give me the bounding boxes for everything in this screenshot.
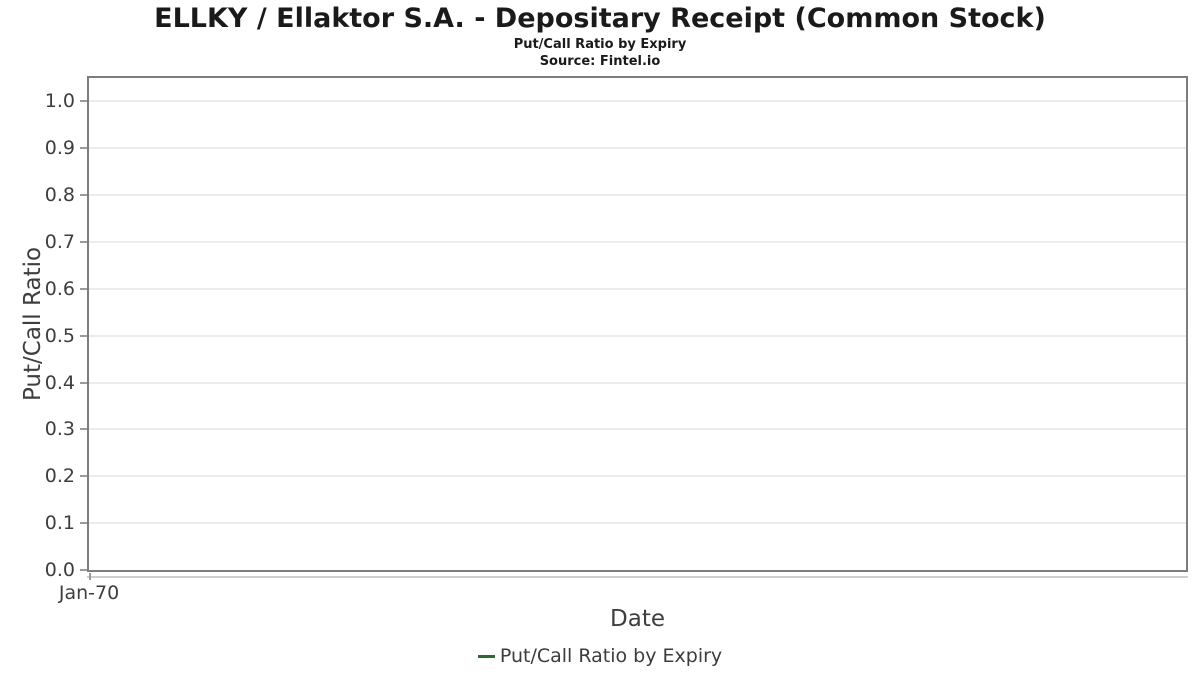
y-tick-label: 0.8: [44, 184, 75, 207]
gridline: [89, 287, 1186, 290]
y-tick-mark: [80, 334, 87, 337]
y-tick-label: 0.5: [44, 324, 75, 347]
y-tick-label: 0.6: [44, 277, 75, 300]
legend-label: Put/Call Ratio by Expiry: [499, 645, 723, 667]
plot-area: Put/Call Ratio Date 0.0 0.1 0.2 0.3 0.4 0.5 0.…: [20, 76, 1188, 632]
y-tick-mark: [80, 287, 87, 290]
y-tick-mark: [80, 194, 87, 197]
legend-line-marker: [477, 654, 495, 658]
chart-title: ELLKY / Ellaktor S.A. - Depositary Recei…: [154, 3, 1046, 34]
y-tick-label: 1.0: [44, 90, 75, 113]
y-tick-mark: [80, 100, 87, 103]
x-axis-title: Date: [610, 606, 665, 632]
gridline: [89, 241, 1186, 243]
y-tick-label: 0.4: [44, 371, 75, 394]
gridline: [89, 381, 1186, 384]
x-tick-mark: [89, 573, 91, 580]
x-axis-line: [87, 576, 1188, 578]
y-tick-mark: [80, 569, 87, 571]
y-tick-mark: [80, 428, 87, 431]
y-tick-label: 0.3: [44, 418, 75, 441]
y-tick-mark: [80, 381, 87, 384]
legend: Put/Call Ratio by Expiry: [0, 645, 1200, 667]
x-tick-label: Jan-70: [58, 582, 120, 604]
y-axis-title: Put/Call Ratio: [20, 246, 46, 402]
y-tick-label: 0.9: [44, 137, 75, 160]
y-tick-label: 0.0: [44, 559, 75, 581]
gridline: [89, 522, 1186, 525]
gridline: [89, 100, 1186, 103]
chart-source: Source: Fintel.io: [539, 54, 661, 70]
y-tick-label: 0.7: [44, 231, 75, 253]
chart-subtitle: Put/Call Ratio by Expiry: [513, 37, 687, 53]
gridline: [89, 147, 1186, 150]
gridline: [89, 194, 1186, 197]
chart-header: ELLKY / Ellaktor S.A. - Depositary Recei…: [0, 0, 1200, 69]
y-tick-mark: [80, 241, 87, 243]
y-tick-mark: [80, 147, 87, 150]
gridline: [89, 475, 1186, 478]
gridline: [89, 428, 1186, 431]
gridline: [89, 334, 1186, 337]
y-tick-mark: [80, 475, 87, 478]
y-tick-label: 0.2: [44, 465, 75, 488]
legend-item[interactable]: Put/Call Ratio by Expiry: [477, 645, 723, 667]
y-tick-mark: [80, 522, 87, 525]
y-tick-label: 0.1: [44, 512, 75, 535]
